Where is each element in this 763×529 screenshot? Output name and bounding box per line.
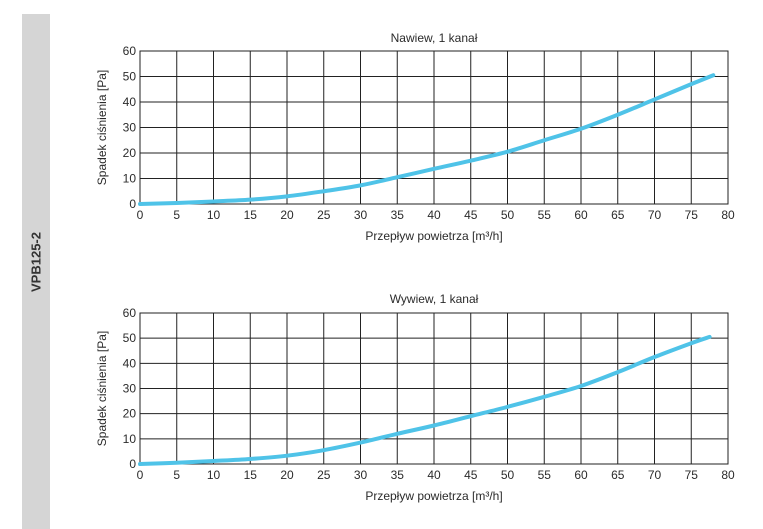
grid	[140, 313, 728, 464]
x-tick-label: 80	[721, 208, 735, 222]
x-axis-label: Przepływ powietrza [m³/h]	[365, 489, 502, 503]
plot-frame	[139, 312, 729, 465]
x-tick-label: 45	[464, 208, 478, 222]
x-tick-label: 10	[207, 468, 221, 482]
y-tick-label: 10	[123, 432, 137, 446]
x-tick-label: 0	[137, 468, 144, 482]
x-tick-label: 20	[280, 208, 294, 222]
y-axis-label: Spadek ciśnienia [Pa]	[95, 70, 109, 185]
x-tick-label: 5	[173, 468, 180, 482]
x-tick-label: 25	[317, 208, 331, 222]
y-tick-label: 10	[123, 172, 137, 186]
x-tick-label: 55	[538, 468, 552, 482]
pressure-curve	[138, 73, 716, 206]
x-tick-label: 0	[137, 208, 144, 222]
x-tick-labels: 0 5 10 15 20 25 30 35 40 45 50 55 60 65 70 75 80	[137, 468, 735, 482]
y-tick-label: 50	[123, 331, 137, 345]
y-tick-label: 20	[123, 146, 137, 160]
x-tick-label: 40	[427, 468, 441, 482]
x-tick-label: 45	[464, 468, 478, 482]
plot-frame	[139, 50, 729, 205]
y-tick-labels: 0 10 20 30 40 50 60	[123, 306, 137, 471]
y-tick-label: 0	[129, 457, 136, 471]
y-tick-label: 30	[123, 382, 137, 396]
pressure-curve	[138, 334, 712, 466]
x-tick-label: 30	[354, 208, 368, 222]
x-tick-label: 25	[317, 468, 331, 482]
x-tick-label: 55	[538, 208, 552, 222]
x-tick-labels: 0 5 10 15 20 25 30 35 40 45 50 55 60 65 70 75 80	[137, 208, 735, 222]
chart-title: Wywiew, 1 kanał	[390, 292, 479, 306]
x-tick-label: 15	[244, 208, 258, 222]
x-tick-label: 35	[391, 208, 405, 222]
y-axis-label: Spadek ciśnienia [Pa]	[95, 331, 109, 446]
x-tick-label: 20	[280, 468, 294, 482]
x-tick-label: 60	[574, 468, 588, 482]
x-tick-label: 10	[207, 208, 221, 222]
x-tick-label: 70	[648, 468, 662, 482]
x-tick-label: 40	[427, 208, 441, 222]
side-band	[22, 14, 50, 529]
x-axis-label: Przepływ powietrza [m³/h]	[365, 229, 502, 243]
y-tick-label: 60	[123, 44, 137, 58]
x-tick-label: 70	[648, 208, 662, 222]
x-tick-label: 35	[391, 468, 405, 482]
x-tick-label: 75	[685, 208, 699, 222]
grid	[140, 51, 728, 204]
x-tick-label: 5	[173, 208, 180, 222]
x-tick-label: 65	[611, 468, 625, 482]
x-tick-label: 15	[244, 468, 258, 482]
x-tick-label: 75	[685, 468, 699, 482]
y-tick-label: 30	[123, 121, 137, 135]
x-tick-label: 80	[721, 468, 735, 482]
y-tick-label: 60	[123, 306, 137, 320]
chart-wywiew: 0 5 10 15 20 25 30 35 40 45 50 55 60 65 70 75 80 0 10 20 30…	[95, 292, 735, 503]
x-tick-label: 50	[501, 208, 515, 222]
y-tick-label: 0	[129, 197, 136, 211]
y-tick-label: 40	[123, 356, 137, 370]
plot-area: 0 5 10 15 20 25 30 35 40 45 50 55 60 65 70 75 80 0 10 20 30…	[123, 44, 735, 222]
x-tick-label: 50	[501, 468, 515, 482]
chart-nawiew: 0 5 10 15 20 25 30 35 40 45 50 55 60 65 70 75 80 0 10 20 30…	[95, 31, 735, 243]
x-tick-label: 65	[611, 208, 625, 222]
plot-area: 0 5 10 15 20 25 30 35 40 45 50 55 60 65 70 75 80 0 10 20 30…	[123, 306, 735, 482]
y-tick-label: 20	[123, 407, 137, 421]
y-tick-label: 50	[123, 70, 137, 84]
y-tick-labels: 0 10 20 30 40 50 60	[123, 44, 137, 211]
x-tick-label: 30	[354, 468, 368, 482]
chart-title: Nawiew, 1 kanał	[391, 31, 478, 45]
x-tick-label: 60	[574, 208, 588, 222]
y-tick-label: 40	[123, 95, 137, 109]
